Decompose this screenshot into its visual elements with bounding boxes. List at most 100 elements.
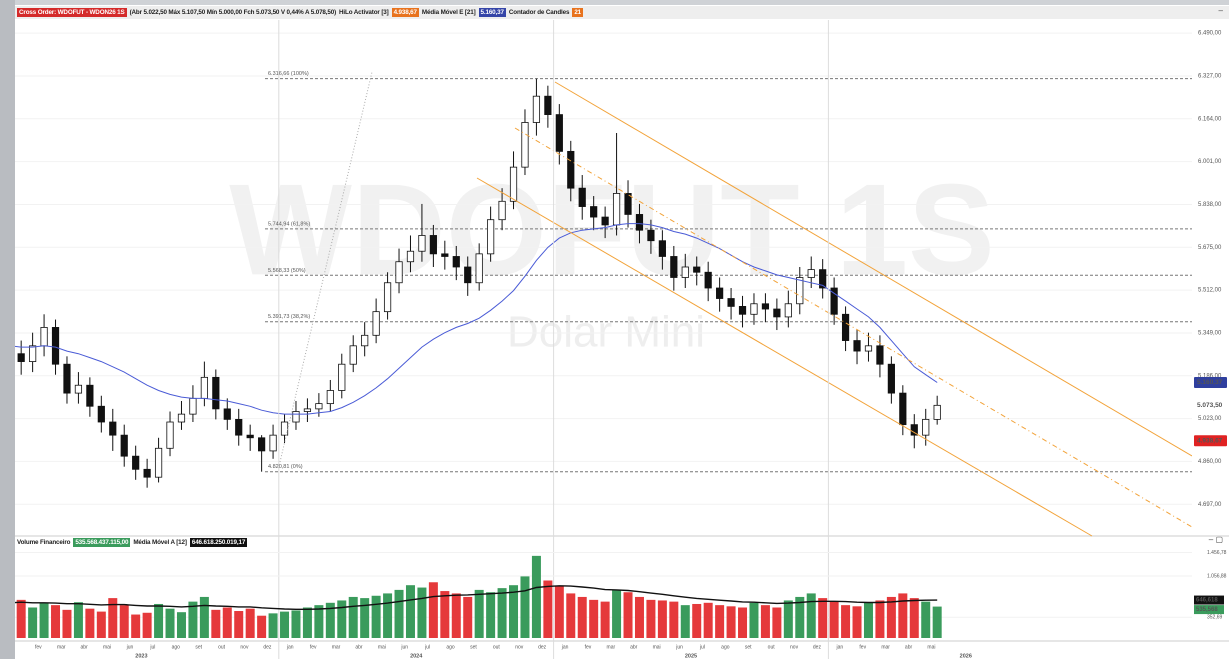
y-tick-label: 5.023,00 — [1198, 416, 1222, 422]
year-label: 2025 — [685, 653, 697, 659]
counter-value: 21 — [572, 8, 584, 17]
volume-bar — [520, 576, 530, 638]
volume-bar — [428, 582, 438, 638]
candle-body — [63, 363, 71, 394]
candle-body — [647, 229, 655, 242]
candle-body — [292, 411, 300, 423]
y-tick-label: 4.697,00 — [1198, 502, 1222, 508]
volume-bar — [440, 591, 450, 638]
volume-plot — [15, 552, 1192, 638]
candle-body — [441, 253, 449, 257]
volume-bar — [806, 593, 816, 638]
volume-bar — [566, 593, 576, 638]
fib-label: 5.744,94 (61,8%) — [268, 221, 310, 227]
x-tick-label: nov — [515, 644, 524, 650]
volume-bar — [405, 585, 415, 638]
x-tick-label: abr — [630, 644, 638, 650]
candle-body — [189, 397, 197, 415]
candle-body — [498, 200, 506, 221]
asset-title[interactable]: Cross Order: WDOFUT - WDON26 1S — [17, 8, 127, 17]
volume-bar — [451, 593, 461, 638]
volume-bar — [131, 614, 141, 638]
candle-body — [464, 266, 472, 284]
candle-body — [761, 303, 770, 310]
candle-body — [154, 447, 163, 478]
volume-bar — [738, 607, 748, 638]
x-tick-label: jul — [424, 644, 430, 650]
x-tick-label: jun — [126, 644, 134, 650]
volume-bar — [726, 606, 736, 638]
x-tick-label: out — [218, 644, 226, 650]
fib-label: 5.568,33 (50%) — [268, 268, 306, 274]
volume-tag-label: 535,568 — [1196, 607, 1218, 613]
volume-bar — [280, 611, 290, 638]
year-label: 2023 — [135, 653, 147, 659]
volume-ma-value: 646.618.250.019,17 — [189, 538, 248, 547]
volume-bar — [268, 613, 278, 638]
volume-value: 535.568.437.115,00 — [73, 538, 131, 547]
volume-controls[interactable]: – ▢ — [1208, 535, 1223, 544]
price-tag-box — [1194, 435, 1227, 447]
volume-bar — [715, 605, 725, 638]
x-tick-label: mai — [927, 644, 935, 650]
channel-upper — [554, 81, 1192, 457]
volume-bar — [302, 607, 312, 638]
candle-body — [200, 376, 208, 399]
candle-body — [223, 408, 231, 420]
volume-bar — [634, 596, 644, 638]
x-tick-label: fev — [585, 644, 592, 650]
volume-bar — [188, 601, 198, 638]
candle-body — [887, 363, 895, 394]
volume-bar — [703, 602, 713, 638]
candle-body — [349, 345, 357, 365]
candle-body — [361, 334, 369, 347]
candle-body — [97, 405, 105, 423]
price-tag-box — [1194, 377, 1227, 389]
candle-body — [280, 421, 289, 436]
candle-body — [235, 418, 243, 436]
x-tick-label: dez — [263, 644, 272, 650]
x-tick-label: jun — [400, 644, 408, 650]
volume-tick-label: 1.056,88 — [1207, 573, 1227, 579]
candle-body — [17, 353, 25, 362]
volume-bar — [657, 600, 667, 638]
volume-bar — [577, 596, 587, 638]
candle-body — [475, 253, 483, 284]
volume-bar — [257, 615, 267, 638]
volume-name: Volume Financeiro — [17, 539, 71, 546]
candle-body — [509, 166, 518, 202]
volume-bar — [875, 600, 885, 638]
side-strip — [0, 0, 15, 659]
volume-bar — [119, 605, 129, 638]
volume-bar — [749, 602, 759, 638]
candle-body — [567, 150, 575, 189]
volume-bar — [394, 589, 404, 638]
volume-bar — [39, 602, 49, 638]
volume-bar — [199, 596, 209, 638]
x-tick-label: ago — [172, 644, 181, 650]
x-tick-label: ago — [446, 644, 455, 650]
window-controls[interactable]: – — [1218, 6, 1223, 15]
candle-body — [876, 345, 884, 365]
year-label: 2026 — [960, 653, 972, 659]
y-tick-label: 5.349,00 — [1198, 331, 1222, 337]
candle-body — [315, 403, 323, 410]
y-tick-label: 6.164,00 — [1198, 116, 1222, 122]
x-tick-label: jun — [675, 644, 683, 650]
volume-bar — [680, 605, 690, 638]
volume-bar — [85, 608, 95, 638]
candle-body — [269, 434, 277, 452]
candle-body — [406, 250, 415, 263]
candle-body — [132, 455, 140, 470]
volume-bar — [841, 605, 851, 638]
candle-body — [383, 282, 392, 313]
candle-body — [658, 240, 666, 257]
ma-name: Média Móvel E [21] — [421, 9, 476, 16]
volume-bar — [852, 606, 862, 638]
candle-body — [750, 303, 758, 315]
hilo-value: 4.938,67 — [391, 8, 419, 17]
volume-bar — [760, 605, 770, 638]
candle-body — [601, 216, 609, 226]
x-tick-label: jan — [836, 644, 844, 650]
